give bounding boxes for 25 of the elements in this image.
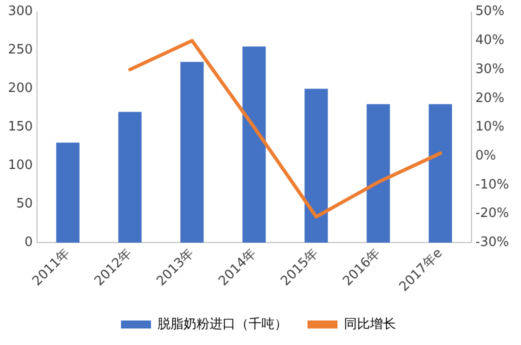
bar [304,88,328,243]
y2-tick-label: 40% [475,33,504,48]
y2-tick-label: 50% [475,4,504,20]
bar [428,104,452,243]
y2-tick-label: 30% [475,62,504,77]
bar [242,46,266,243]
y-tick-label: 250 [8,42,33,58]
y2-tick-label: -20% [475,206,510,222]
y2-tick-label: 0% [475,148,496,164]
y-tick-label: 100 [8,158,33,174]
y2-tick-label: 20% [475,90,504,106]
bar [366,104,390,243]
y2-tick-label: -10% [475,177,510,192]
y-tick-label: 200 [8,81,33,96]
bar [56,142,80,243]
y-tick-label: 50 [16,196,33,212]
y-tick-label: 150 [8,120,33,135]
legend-label: 同比增长 [344,316,396,332]
bar [118,112,142,243]
y-tick-label: 0 [24,235,33,250]
legend-label: 脱脂奶粉进口（千吨） [158,316,288,332]
y2-tick-label: 10% [475,120,504,135]
bar [180,62,204,243]
y-tick-label: 300 [8,4,33,20]
y2-tick-label: -30% [475,235,510,250]
